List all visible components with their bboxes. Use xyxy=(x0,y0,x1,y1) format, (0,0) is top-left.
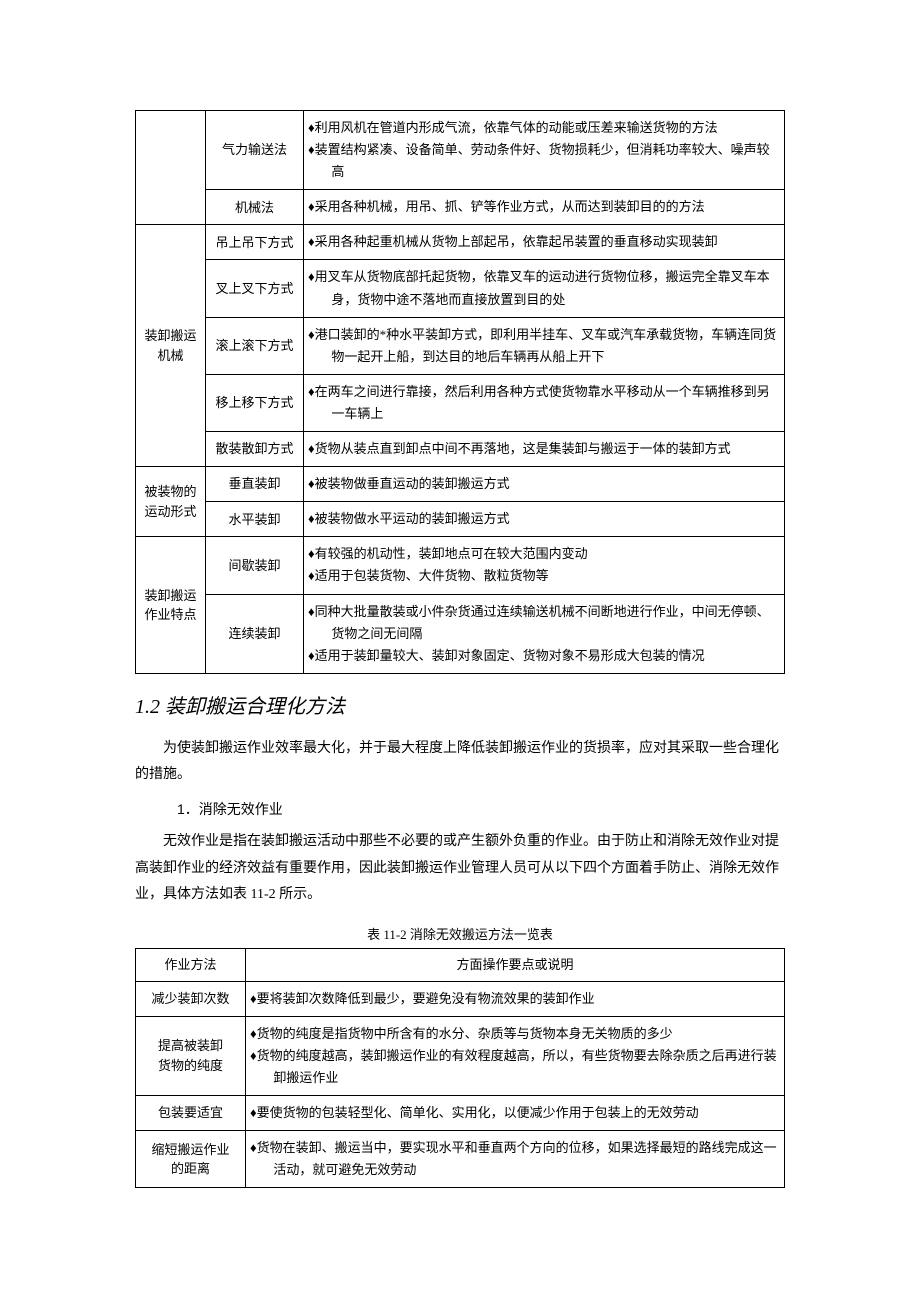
table-row: 缩短搬运作业的距离♦货物在装卸、搬运当中，要实现水平和垂直两个方向的位移，如果选… xyxy=(136,1131,785,1188)
table-11-1-continued: 气力输送法♦利用风机在管道内形成气流，依靠气体的动能或压差来输送货物的方法♦装置… xyxy=(135,110,785,674)
table-cell-desc: ♦有较强的机动性，装卸地点可在较大范围内变动♦适用于包装货物、大件货物、散粒货物… xyxy=(304,537,785,594)
table-cell-method: 吊上吊下方式 xyxy=(206,225,304,260)
table-cell-desc: ♦要使货物的包装轻型化、简单化、实用化，以便减少作用于包装上的无效劳动 xyxy=(246,1096,785,1131)
table-row: 提高被装卸货物的纯度♦货物的纯度是指货物中所含有的水分、杂质等与货物本身无关物质… xyxy=(136,1016,785,1095)
table-row: 包装要适宜♦要使货物的包装轻型化、简单化、实用化，以便减少作用于包装上的无效劳动 xyxy=(136,1096,785,1131)
table-row: 散装散卸方式♦货物从装点直到卸点中间不再落地，这是集装卸与搬运于一体的装卸方式 xyxy=(136,432,785,467)
bullet-line: ♦货物的纯度越高，装卸搬运作业的有效程度越高，所以，有些货物要去除杂质之后再进行… xyxy=(250,1045,780,1089)
table-cell-desc: ♦采用各种起重机械从货物上部起吊，依靠起吊装置的垂直移动实现装卸 xyxy=(304,225,785,260)
table-row: 气力输送法♦利用风机在管道内形成气流，依靠气体的动能或压差来输送货物的方法♦装置… xyxy=(136,111,785,190)
bullet-line: ♦采用各种机械，用吊、抓、铲等作业方式，从而达到装卸目的的方法 xyxy=(308,196,780,218)
table-cell-desc: ♦货物在装卸、搬运当中，要实现水平和垂直两个方向的位移，如果选择最短的路线完成这… xyxy=(246,1131,785,1188)
subitem-index: 1 xyxy=(177,801,185,817)
table-cell-desc: ♦同种大批量散装或小件杂货通过连续输送机械不间断地进行作业，中间无停顿、货物之间… xyxy=(304,594,785,673)
table-row: 水平装卸♦被装物做水平运动的装卸搬运方式 xyxy=(136,502,785,537)
table-cell-category: 装卸搬运机械 xyxy=(136,225,206,467)
bullet-line: ♦用叉车从货物底部托起货物，依靠叉车的运动进行货物位移，搬运完全靠叉车本身，货物… xyxy=(308,266,780,310)
table-row: 装卸搬运作业特点间歇装卸♦有较强的机动性，装卸地点可在较大范围内变动♦适用于包装… xyxy=(136,537,785,594)
bullet-line: ♦适用于装卸量较大、装卸对象固定、货物对象不易形成大包装的情况 xyxy=(308,645,780,667)
table-cell-method: 包装要适宜 xyxy=(136,1096,246,1131)
table-cell-method: 移上移下方式 xyxy=(206,374,304,431)
bullet-line: ♦要使货物的包装轻型化、简单化、实用化，以便减少作用于包装上的无效劳动 xyxy=(250,1102,780,1124)
table-11-2-caption: 表 11-2 消除无效搬运方法一览表 xyxy=(135,925,785,945)
table-header-desc: 方面操作要点或说明 xyxy=(246,949,785,982)
table-row: 滚上滚下方式♦港口装卸的*种水平装卸方式，即利用半挂车、叉车或汽车承载货物，车辆… xyxy=(136,317,785,374)
bullet-line: ♦同种大批量散装或小件杂货通过连续输送机械不间断地进行作业，中间无停顿、货物之间… xyxy=(308,601,780,645)
table-row: 叉上叉下方式♦用叉车从货物底部托起货物，依靠叉车的运动进行货物位移，搬运完全靠叉… xyxy=(136,260,785,317)
table-cell-category xyxy=(136,111,206,225)
bullet-line: ♦采用各种起重机械从货物上部起吊，依靠起吊装置的垂直移动实现装卸 xyxy=(308,231,780,253)
paragraph-explain: 无效作业是指在装卸搬运活动中那些不必要的或产生额外负重的作业。由于防止和消除无效… xyxy=(135,829,785,909)
table-cell-method: 叉上叉下方式 xyxy=(206,260,304,317)
bullet-line: ♦港口装卸的*种水平装卸方式，即利用半挂车、叉车或汽车承载货物，车辆连同货物一起… xyxy=(308,324,780,368)
table-cell-desc: ♦港口装卸的*种水平装卸方式，即利用半挂车、叉车或汽车承载货物，车辆连同货物一起… xyxy=(304,317,785,374)
section-number: 1.2 xyxy=(135,696,160,718)
table-row: 连续装卸♦同种大批量散装或小件杂货通过连续输送机械不间断地进行作业，中间无停顿、… xyxy=(136,594,785,673)
bullet-line: ♦有较强的机动性，装卸地点可在较大范围内变动 xyxy=(308,543,780,565)
table-row: 装卸搬运机械吊上吊下方式♦采用各种起重机械从货物上部起吊，依靠起吊装置的垂直移动… xyxy=(136,225,785,260)
table-cell-desc: ♦要将装卸次数降低到最少，要避免没有物流效果的装卸作业 xyxy=(246,981,785,1016)
bullet-line: ♦被装物做水平运动的装卸搬运方式 xyxy=(308,508,780,530)
bullet-line: ♦在两车之间进行靠接，然后利用各种方式使货物靠水平移动从一个车辆推移到另一车辆上 xyxy=(308,381,780,425)
table-cell-desc: ♦采用各种机械，用吊、抓、铲等作业方式，从而达到装卸目的的方法 xyxy=(304,190,785,225)
table-cell-method: 提高被装卸货物的纯度 xyxy=(136,1016,246,1095)
table-header-method: 作业方法 xyxy=(136,949,246,982)
table-row: 作业方法 方面操作要点或说明 xyxy=(136,949,785,982)
bullet-line: ♦货物从装点直到卸点中间不再落地，这是集装卸与搬运于一体的装卸方式 xyxy=(308,438,780,460)
table-cell-desc: ♦利用风机在管道内形成气流，依靠气体的动能或压差来输送货物的方法♦装置结构紧凑、… xyxy=(304,111,785,190)
table-cell-desc: ♦被装物做垂直运动的装卸搬运方式 xyxy=(304,467,785,502)
bullet-line: ♦被装物做垂直运动的装卸搬运方式 xyxy=(308,473,780,495)
bullet-line: ♦货物的纯度是指货物中所含有的水分、杂质等与货物本身无关物质的多少 xyxy=(250,1023,780,1045)
table-cell-desc: ♦在两车之间进行靠接，然后利用各种方式使货物靠水平移动从一个车辆推移到另一车辆上 xyxy=(304,374,785,431)
table-row: 被装物的运动形式垂直装卸♦被装物做垂直运动的装卸搬运方式 xyxy=(136,467,785,502)
table-cell-method: 连续装卸 xyxy=(206,594,304,673)
table-cell-method: 气力输送法 xyxy=(206,111,304,190)
table-11-2: 作业方法 方面操作要点或说明 减少装卸次数♦要将装卸次数降低到最少，要避免没有物… xyxy=(135,948,785,1188)
table-cell-method: 水平装卸 xyxy=(206,502,304,537)
table-cell-desc: ♦被装物做水平运动的装卸搬运方式 xyxy=(304,502,785,537)
table-cell-desc: ♦货物的纯度是指货物中所含有的水分、杂质等与货物本身无关物质的多少♦货物的纯度越… xyxy=(246,1016,785,1095)
document-page: 气力输送法♦利用风机在管道内形成气流，依靠气体的动能或压差来输送货物的方法♦装置… xyxy=(0,0,920,1248)
table-cell-method: 垂直装卸 xyxy=(206,467,304,502)
table-cell-desc: ♦用叉车从货物底部托起货物，依靠叉车的运动进行货物位移，搬运完全靠叉车本身，货物… xyxy=(304,260,785,317)
table-cell-category: 装卸搬运作业特点 xyxy=(136,537,206,673)
section-title: 装卸搬运合理化方法 xyxy=(165,696,345,718)
table-cell-method: 散装散卸方式 xyxy=(206,432,304,467)
table-cell-method: 机械法 xyxy=(206,190,304,225)
bullet-line: ♦适用于包装货物、大件货物、散粒货物等 xyxy=(308,565,780,587)
method-line: 提高被装卸 xyxy=(140,1036,241,1056)
paragraph-intro: 为使装卸搬运作业效率最大化，并于最大程度上降低装卸搬运作业的货损率，应对其采取一… xyxy=(135,736,785,789)
bullet-line: ♦要将装卸次数降低到最少，要避免没有物流效果的装卸作业 xyxy=(250,988,780,1010)
bullet-line: ♦货物在装卸、搬运当中，要实现水平和垂直两个方向的位移，如果选择最短的路线完成这… xyxy=(250,1137,780,1181)
table-row: 减少装卸次数♦要将装卸次数降低到最少，要避免没有物流效果的装卸作业 xyxy=(136,981,785,1016)
table-cell-category: 被装物的运动形式 xyxy=(136,467,206,537)
table-cell-method: 间歇装卸 xyxy=(206,537,304,594)
method-line: 缩短搬运作业 xyxy=(140,1140,241,1160)
method-line: 的距离 xyxy=(140,1159,241,1179)
table-row: 机械法♦采用各种机械，用吊、抓、铲等作业方式，从而达到装卸目的的方法 xyxy=(136,190,785,225)
section-heading: 1.2 装卸搬运合理化方法 xyxy=(135,692,785,722)
bullet-line: ♦装置结构紧凑、设备简单、劳动条件好、货物损耗少，但消耗功率较大、噪声较高 xyxy=(308,139,780,183)
numbered-subitem: 1．消除无效作业 xyxy=(135,799,785,821)
table-cell-desc: ♦货物从装点直到卸点中间不再落地，这是集装卸与搬运于一体的装卸方式 xyxy=(304,432,785,467)
subitem-text: ．消除无效作业 xyxy=(185,803,283,818)
method-line: 货物的纯度 xyxy=(140,1056,241,1076)
table-cell-method: 减少装卸次数 xyxy=(136,981,246,1016)
table-cell-method: 滚上滚下方式 xyxy=(206,317,304,374)
bullet-line: ♦利用风机在管道内形成气流，依靠气体的动能或压差来输送货物的方法 xyxy=(308,117,780,139)
table-cell-method: 缩短搬运作业的距离 xyxy=(136,1131,246,1188)
table-row: 移上移下方式♦在两车之间进行靠接，然后利用各种方式使货物靠水平移动从一个车辆推移… xyxy=(136,374,785,431)
